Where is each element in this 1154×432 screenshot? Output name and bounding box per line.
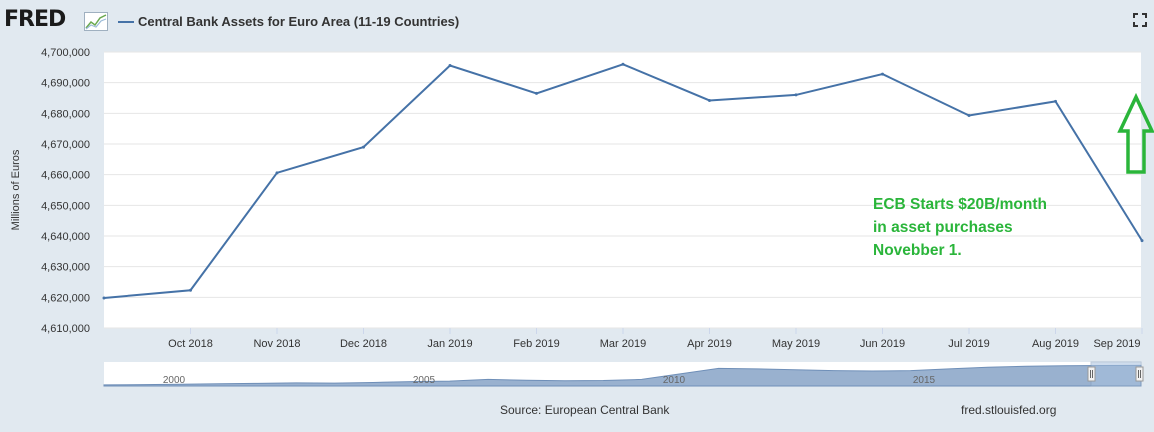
x-tick-label: Jun 2019 xyxy=(860,338,905,350)
data-point xyxy=(102,296,106,300)
data-point xyxy=(967,113,971,117)
x-tick-label: Dec 2018 xyxy=(340,338,387,350)
y-tick-label: 4,620,000 xyxy=(41,292,90,304)
legend-series-swatch xyxy=(118,21,134,23)
source-note: Source: European Central Bank xyxy=(500,403,670,417)
navigator-handle[interactable] xyxy=(1087,366,1096,382)
data-point xyxy=(794,93,798,97)
data-point xyxy=(362,145,365,149)
y-tick-label: 4,700,000 xyxy=(41,47,90,59)
annotation-text: ECB Starts $20B/month xyxy=(873,196,1047,213)
data-point xyxy=(1054,99,1057,103)
data-point xyxy=(275,171,279,175)
fred-logo[interactable]: FRED xyxy=(4,7,66,32)
y-tick-label: 4,640,000 xyxy=(41,231,90,243)
x-tick-label: Apr 2019 xyxy=(687,338,732,350)
data-point xyxy=(621,62,625,66)
data-point xyxy=(535,91,538,95)
legend-series-label: Central Bank Assets for Euro Area (11-19… xyxy=(138,14,460,29)
x-tick-label: Aug 2019 xyxy=(1032,338,1079,350)
y-axis-title: Millions of Euros xyxy=(10,149,22,230)
x-tick-label: Feb 2019 xyxy=(513,338,559,350)
x-tick-label: Jan 2019 xyxy=(427,338,472,350)
navigator-handle[interactable] xyxy=(1135,366,1144,382)
data-point xyxy=(448,63,452,67)
navigator-year-label: 2015 xyxy=(913,375,936,386)
y-tick-label: 4,630,000 xyxy=(41,262,90,274)
chart-line-icon xyxy=(84,12,108,31)
navigator-window xyxy=(1090,361,1142,387)
chart-header: FRED Central Bank Assets for Euro Area (… xyxy=(0,0,1154,44)
site-link[interactable]: fred.stlouisfed.org xyxy=(961,403,1057,417)
x-tick-label: Mar 2019 xyxy=(600,338,646,350)
plot-area xyxy=(104,52,1141,328)
y-tick-label: 4,690,000 xyxy=(41,78,90,90)
annotation-text: in asset purchases xyxy=(873,219,1013,236)
x-tick-label: May 2019 xyxy=(772,338,820,350)
navigator-year-label: 2010 xyxy=(663,375,686,386)
data-point xyxy=(1140,239,1144,243)
navigator-series xyxy=(103,364,1142,387)
up-arrow-icon xyxy=(1117,92,1154,174)
navigator-year-label: 2005 xyxy=(413,375,436,386)
x-tick-label: Jul 2019 xyxy=(948,338,990,350)
data-point xyxy=(189,288,192,292)
y-tick-label: 4,670,000 xyxy=(41,139,90,151)
fullscreen-icon[interactable] xyxy=(1133,13,1147,27)
navigator-year-label: 2000 xyxy=(163,375,186,386)
data-point xyxy=(881,72,884,76)
data-point xyxy=(708,98,711,102)
y-tick-label: 4,650,000 xyxy=(41,200,90,212)
x-tick-label: Nov 2018 xyxy=(253,338,300,350)
x-tick-label: Oct 2018 xyxy=(168,338,213,350)
annotation-text: Novebber 1. xyxy=(873,242,962,259)
y-tick-label: 4,660,000 xyxy=(41,170,90,182)
x-tick-label: Sep 2019 xyxy=(1093,338,1140,350)
y-tick-label: 4,610,000 xyxy=(41,323,90,335)
y-tick-label: 4,680,000 xyxy=(41,108,90,120)
